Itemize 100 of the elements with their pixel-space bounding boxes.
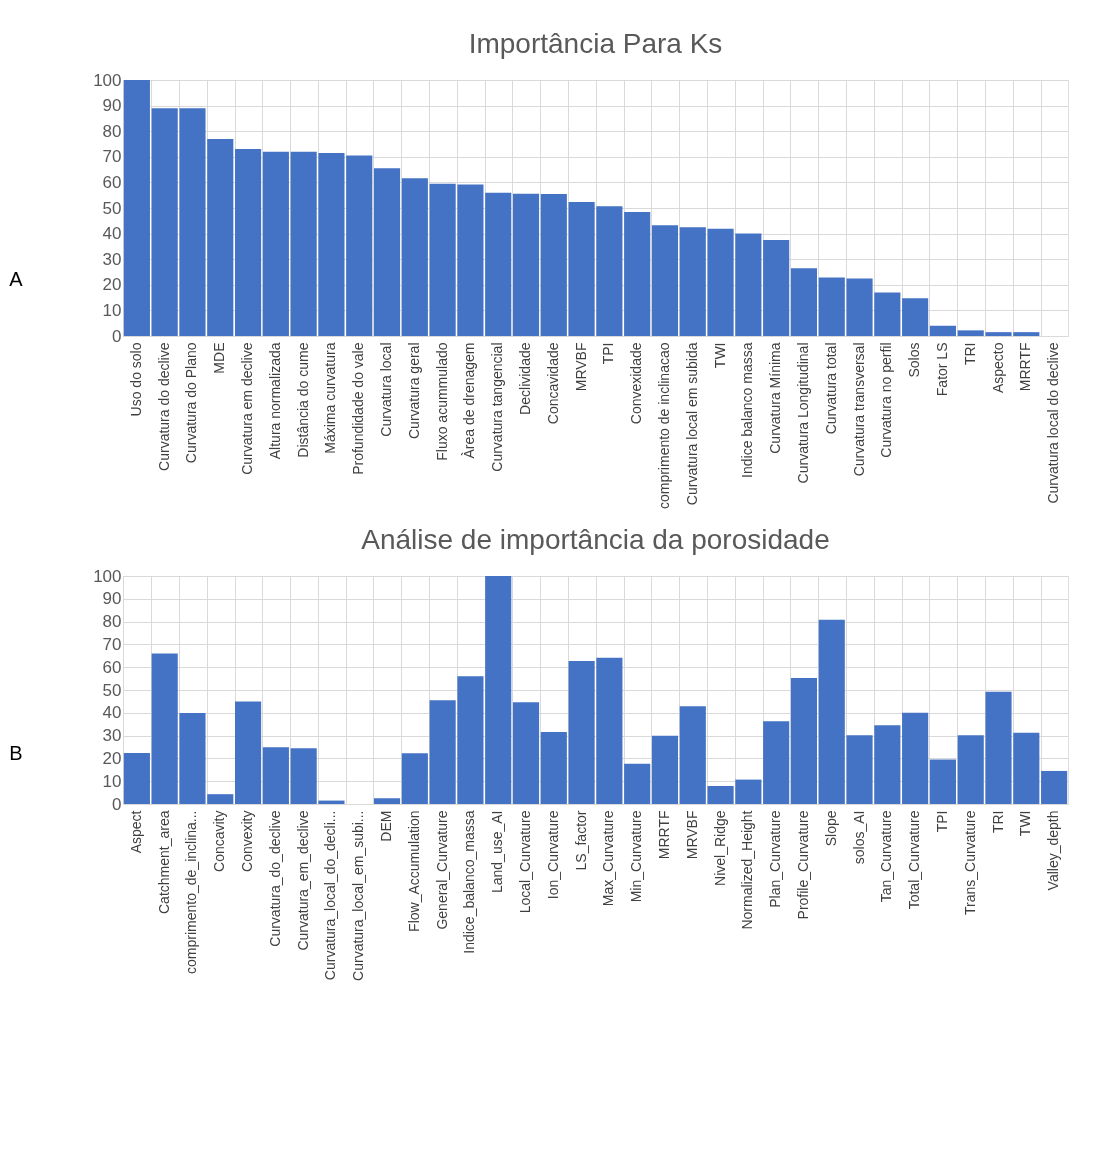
bar	[235, 701, 262, 804]
bar	[401, 178, 428, 336]
y-tick-label: 80	[102, 612, 122, 632]
x-tick-label: Fluxo acummulado	[433, 342, 450, 461]
bar	[401, 753, 428, 804]
x-tick-label: MRRTF	[655, 810, 672, 860]
y-tick-label: 20	[102, 275, 122, 295]
x-tick-label: Tan_Curvature	[878, 810, 895, 903]
x-tick-label: Altura normalizada	[266, 342, 283, 460]
x-tick-label: Concavity	[211, 810, 228, 872]
bar	[235, 149, 262, 336]
x-tick-label: Aspecto	[989, 342, 1006, 394]
y-tick-label: 0	[112, 326, 122, 346]
bar	[679, 227, 706, 336]
bar	[512, 193, 540, 336]
x-tick-label: TWI	[1017, 810, 1034, 837]
y-tick-label: 70	[102, 634, 122, 654]
x-tick-label: comprimento de inclinacao	[655, 342, 672, 510]
x-tick-label: Convexity	[239, 810, 256, 872]
x-tick-label: Valley_depth	[1045, 810, 1062, 891]
x-tick-label: Distância do cume	[294, 342, 311, 458]
x-tick-label: Àrea de drenagem	[461, 342, 478, 459]
y-tick-label: 90	[102, 589, 122, 609]
bar	[790, 677, 818, 804]
x-tick-label: Slope	[822, 810, 839, 847]
x-tick-label: Nivel_Ridge	[711, 810, 728, 886]
x-tick-label: Curvatura_local_do_decli...	[322, 810, 339, 981]
x-tick-label: Max_Curvature	[600, 810, 617, 907]
bar	[763, 240, 790, 336]
x-tick-label: MRRTF	[1017, 342, 1034, 392]
x-tick-label: Curvatura do declive	[155, 342, 172, 471]
x-tick-label: Normalized_Height	[739, 810, 756, 930]
bar	[123, 80, 150, 336]
y-tick-label: 70	[102, 147, 122, 167]
x-tick-label: TWI	[711, 342, 728, 369]
bar	[929, 325, 956, 336]
y-tick-label: 50	[102, 198, 122, 218]
x-tick-label: Local_Curvature	[517, 810, 534, 914]
text: B	[9, 741, 23, 764]
x-tick-label: Solos	[906, 342, 923, 378]
y-tick-label: 10	[102, 300, 122, 320]
x-tick-label: Trans_Curvature	[961, 810, 978, 916]
x-tick-label: Indice balanco massa	[739, 342, 756, 478]
x-tick-label: Máxima curvatura	[322, 342, 339, 454]
x-tick-label: MRVBF	[572, 342, 589, 392]
x-tick-label: DEM	[378, 810, 395, 842]
x-tick-label: Curvatura do Plano	[183, 342, 200, 464]
x-tick-label: Curvatura local em subida	[683, 342, 700, 506]
x-tick-label: Aspect	[127, 810, 144, 854]
y-tick-label: 40	[102, 224, 122, 244]
x-tick-label: Min_Curvature	[628, 810, 645, 903]
x-tick-label: Curvatura total	[822, 342, 839, 435]
x-tick-label: Convexidade	[628, 342, 645, 425]
bar	[262, 747, 289, 804]
bar	[929, 759, 956, 804]
x-tick-label: Uso do solo	[127, 342, 144, 417]
y-tick-label: 90	[102, 96, 122, 116]
bar	[902, 712, 929, 804]
bar	[624, 763, 651, 804]
bar	[540, 193, 567, 336]
x-tick-label: Land_use_AI	[489, 810, 506, 894]
x-tick-label: Indice_balanco_massa	[461, 810, 478, 954]
y-tick-label: 40	[102, 703, 122, 723]
bar	[485, 576, 512, 804]
y-tick-label: 80	[102, 121, 122, 141]
bar	[123, 752, 150, 804]
bar	[1041, 770, 1068, 804]
x-tick-label: Curvatura geral	[405, 342, 422, 439]
x-tick-label: LS_factor	[572, 810, 589, 871]
x-tick-label: TRI	[961, 342, 978, 366]
x-tick-label: MDE	[211, 342, 228, 374]
x-tick-label: Curvatura tangencial	[489, 342, 506, 472]
y-tick-label: 30	[102, 726, 122, 746]
x-tick-label: Declividade	[517, 342, 534, 415]
y-tick-label: 100	[93, 566, 122, 586]
x-tick-label: Curvatura Mínima	[767, 342, 784, 454]
x-tick-label: Catchment_area	[155, 810, 172, 915]
bar	[763, 721, 790, 804]
chart-title: Importância Para Ks	[468, 28, 723, 59]
bar	[679, 706, 706, 804]
x-tick-label: TPI	[600, 342, 617, 365]
y-tick-label: 20	[102, 748, 122, 768]
x-tick-label: Profile_Curvature	[794, 810, 811, 920]
x-tick-label: Plan_Curvature	[767, 810, 784, 908]
bar	[485, 192, 512, 336]
bar	[262, 151, 289, 336]
bar	[373, 168, 401, 336]
x-tick-label: Profundidade do vale	[350, 342, 367, 475]
text: A	[9, 267, 24, 290]
bar	[902, 298, 929, 336]
y-tick-label: 60	[102, 657, 122, 677]
x-tick-label: Curvatura_em_declive	[294, 810, 311, 951]
x-tick-label: MRVBF	[683, 810, 700, 860]
x-tick-label: Curvatura_local_em_subi...	[350, 810, 367, 981]
bar	[624, 212, 651, 336]
x-tick-label: Flow_Accumulation	[405, 810, 422, 932]
x-tick-label: comprimento_de_inclina...	[183, 810, 200, 974]
y-tick-label: 0	[112, 794, 122, 814]
bar	[373, 798, 401, 804]
x-tick-label: Curvatura Longitudinal	[794, 342, 811, 484]
